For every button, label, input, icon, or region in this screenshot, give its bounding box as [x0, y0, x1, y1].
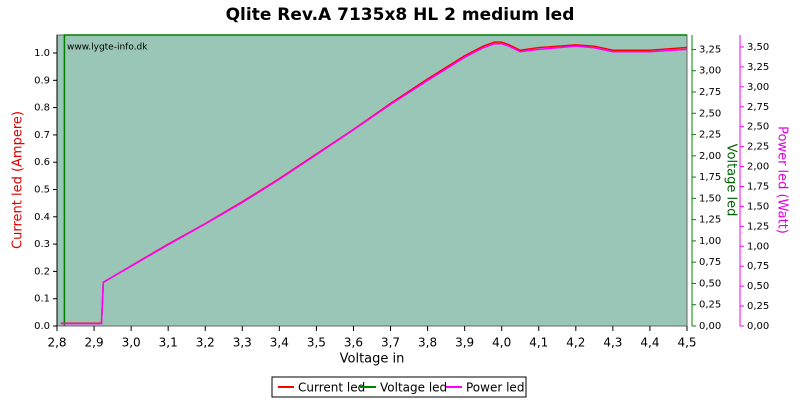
x-tick-label: 3,7	[381, 336, 400, 350]
legend-label: Voltage led	[380, 381, 447, 395]
y-tick-label: 2,50	[747, 122, 769, 133]
y3-axis-title: Power led (Watt)	[775, 126, 790, 234]
y-tick-label: 3,50	[747, 42, 769, 53]
x-tick-label: 3,5	[307, 336, 326, 350]
y-tick-label: 0.4	[34, 212, 50, 223]
y-tick-label: 3,00	[747, 82, 769, 93]
y-tick-label: 3,00	[699, 66, 721, 77]
y-tick-label: 0,50	[747, 281, 769, 292]
x-tick-label: 4,0	[492, 336, 511, 350]
legend: Current led Voltage led Power led	[271, 376, 527, 398]
x-tick-label: 3,4	[270, 336, 289, 350]
y-tick-label: 2,50	[699, 108, 721, 119]
x-tick-label: 4,2	[566, 336, 585, 350]
x-tick-label: 3,8	[418, 336, 437, 350]
y-tick-label: 0.7	[34, 130, 50, 141]
chart-title: Qlite Rev.A 7135x8 HL 2 medium led	[226, 5, 575, 25]
series-line	[60, 43, 688, 325]
y-tick-label: 1,75	[747, 181, 769, 192]
y-tick-label: 0.6	[34, 157, 50, 168]
y-tick-label: 2,25	[699, 130, 721, 141]
y-tick-label: 0.5	[34, 185, 50, 196]
x-tick-label: 3,6	[344, 336, 363, 350]
series-line	[63, 34, 687, 326]
y-tick-label: 0.2	[34, 266, 50, 277]
legend-label: Power led	[466, 381, 524, 395]
y-tick-label: 1,50	[747, 201, 769, 212]
y-tick-label: 0,00	[699, 321, 721, 332]
y-tick-label: 2,00	[747, 162, 769, 173]
y-tick-label: 1,50	[699, 193, 721, 204]
x-tick-label: 2,9	[85, 336, 104, 350]
x-tick-label: 4,5	[677, 336, 696, 350]
y-tick-label: 2,00	[699, 151, 721, 162]
y-tick-label: 0,75	[699, 257, 721, 268]
y-tick-label: 1.0	[34, 48, 50, 59]
y-tick-label: 0,25	[747, 301, 769, 312]
y-tick-label: 1,00	[747, 241, 769, 252]
legend-label: Current led	[298, 381, 365, 395]
y-tick-label: 3,25	[747, 62, 769, 73]
y-tick-label: 0,25	[699, 300, 721, 311]
y-axis-title: Current led (Ampere)	[11, 111, 26, 249]
y-tick-label: 0.9	[34, 75, 50, 86]
y-tick-label: 1,00	[699, 236, 721, 247]
y-tick-label: 0.8	[34, 103, 50, 114]
y-tick-label: 1,25	[747, 221, 769, 232]
x-axis-title: Voltage in	[340, 352, 405, 367]
x-tick-label: 4,3	[603, 336, 622, 350]
x-tick-label: 3,9	[455, 336, 474, 350]
x-tick-label: 4,1	[529, 336, 548, 350]
y-tick-label: 0,75	[747, 261, 769, 272]
y2-axis-title: Voltage led	[724, 144, 739, 217]
watermark: www.lygte-info.dk	[67, 43, 148, 53]
y-tick-label: 2,75	[747, 102, 769, 113]
x-tick-label: 3,3	[233, 336, 252, 350]
y-tick-label: 0,00	[747, 321, 769, 332]
x-tick-label: 3,2	[196, 336, 215, 350]
legend-box	[271, 376, 527, 398]
y-tick-label: 1,75	[699, 172, 721, 183]
y-tick-label: 3,25	[699, 44, 721, 55]
x-tick-label: 4,4	[640, 336, 659, 350]
x-tick-label: 3,1	[159, 336, 178, 350]
y-tick-label: 0,50	[699, 278, 721, 289]
y-tick-label: 1,25	[699, 215, 721, 226]
y-tick-label: 0.3	[34, 239, 50, 250]
y-tick-label: 2,75	[699, 87, 721, 98]
y-tick-label: 0.1	[34, 294, 50, 305]
plot-background	[56, 34, 688, 327]
y-tick-label: 2,25	[747, 142, 769, 153]
y-tick-label: 0.0	[34, 321, 50, 332]
x-tick-label: 2,8	[47, 336, 66, 350]
x-tick-label: 3,0	[122, 336, 141, 350]
